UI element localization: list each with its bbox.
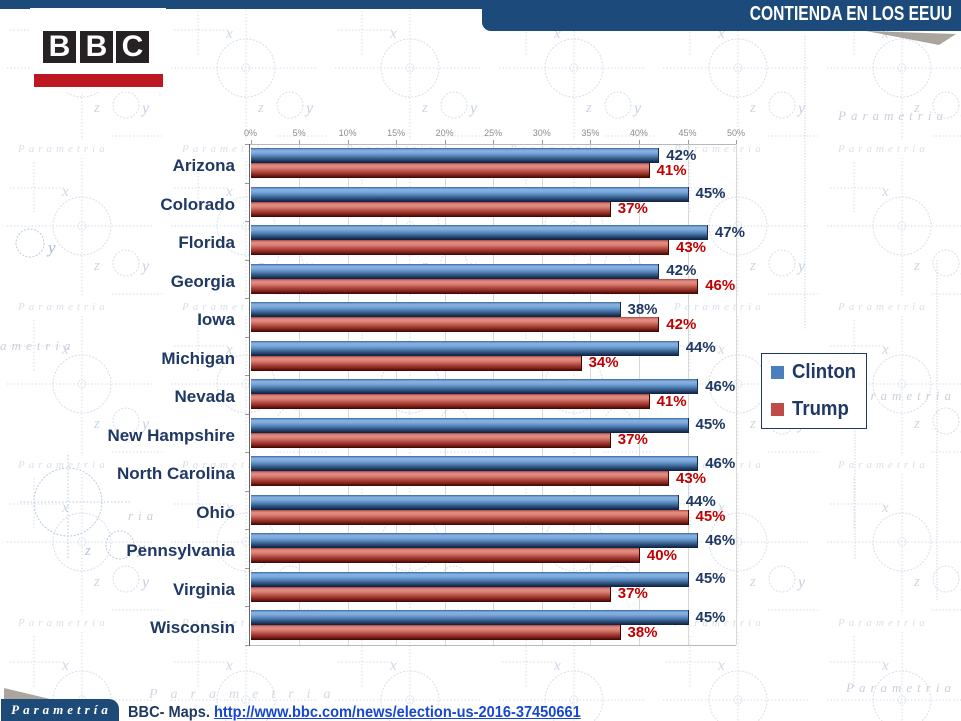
svg-text:Parametria: Parametria [845, 680, 956, 695]
svg-text:ria: ria [128, 508, 158, 523]
svg-text:z: z [84, 543, 91, 559]
svg-text:rametria: rametria [0, 338, 76, 353]
svg-text:Parametria: Parametria [845, 388, 956, 403]
svg-text:y: y [46, 238, 56, 257]
svg-text:Parametria: Parametria [148, 687, 344, 702]
svg-text:y: y [136, 540, 146, 557]
svg-text:Parametria: Parametria [837, 108, 948, 123]
